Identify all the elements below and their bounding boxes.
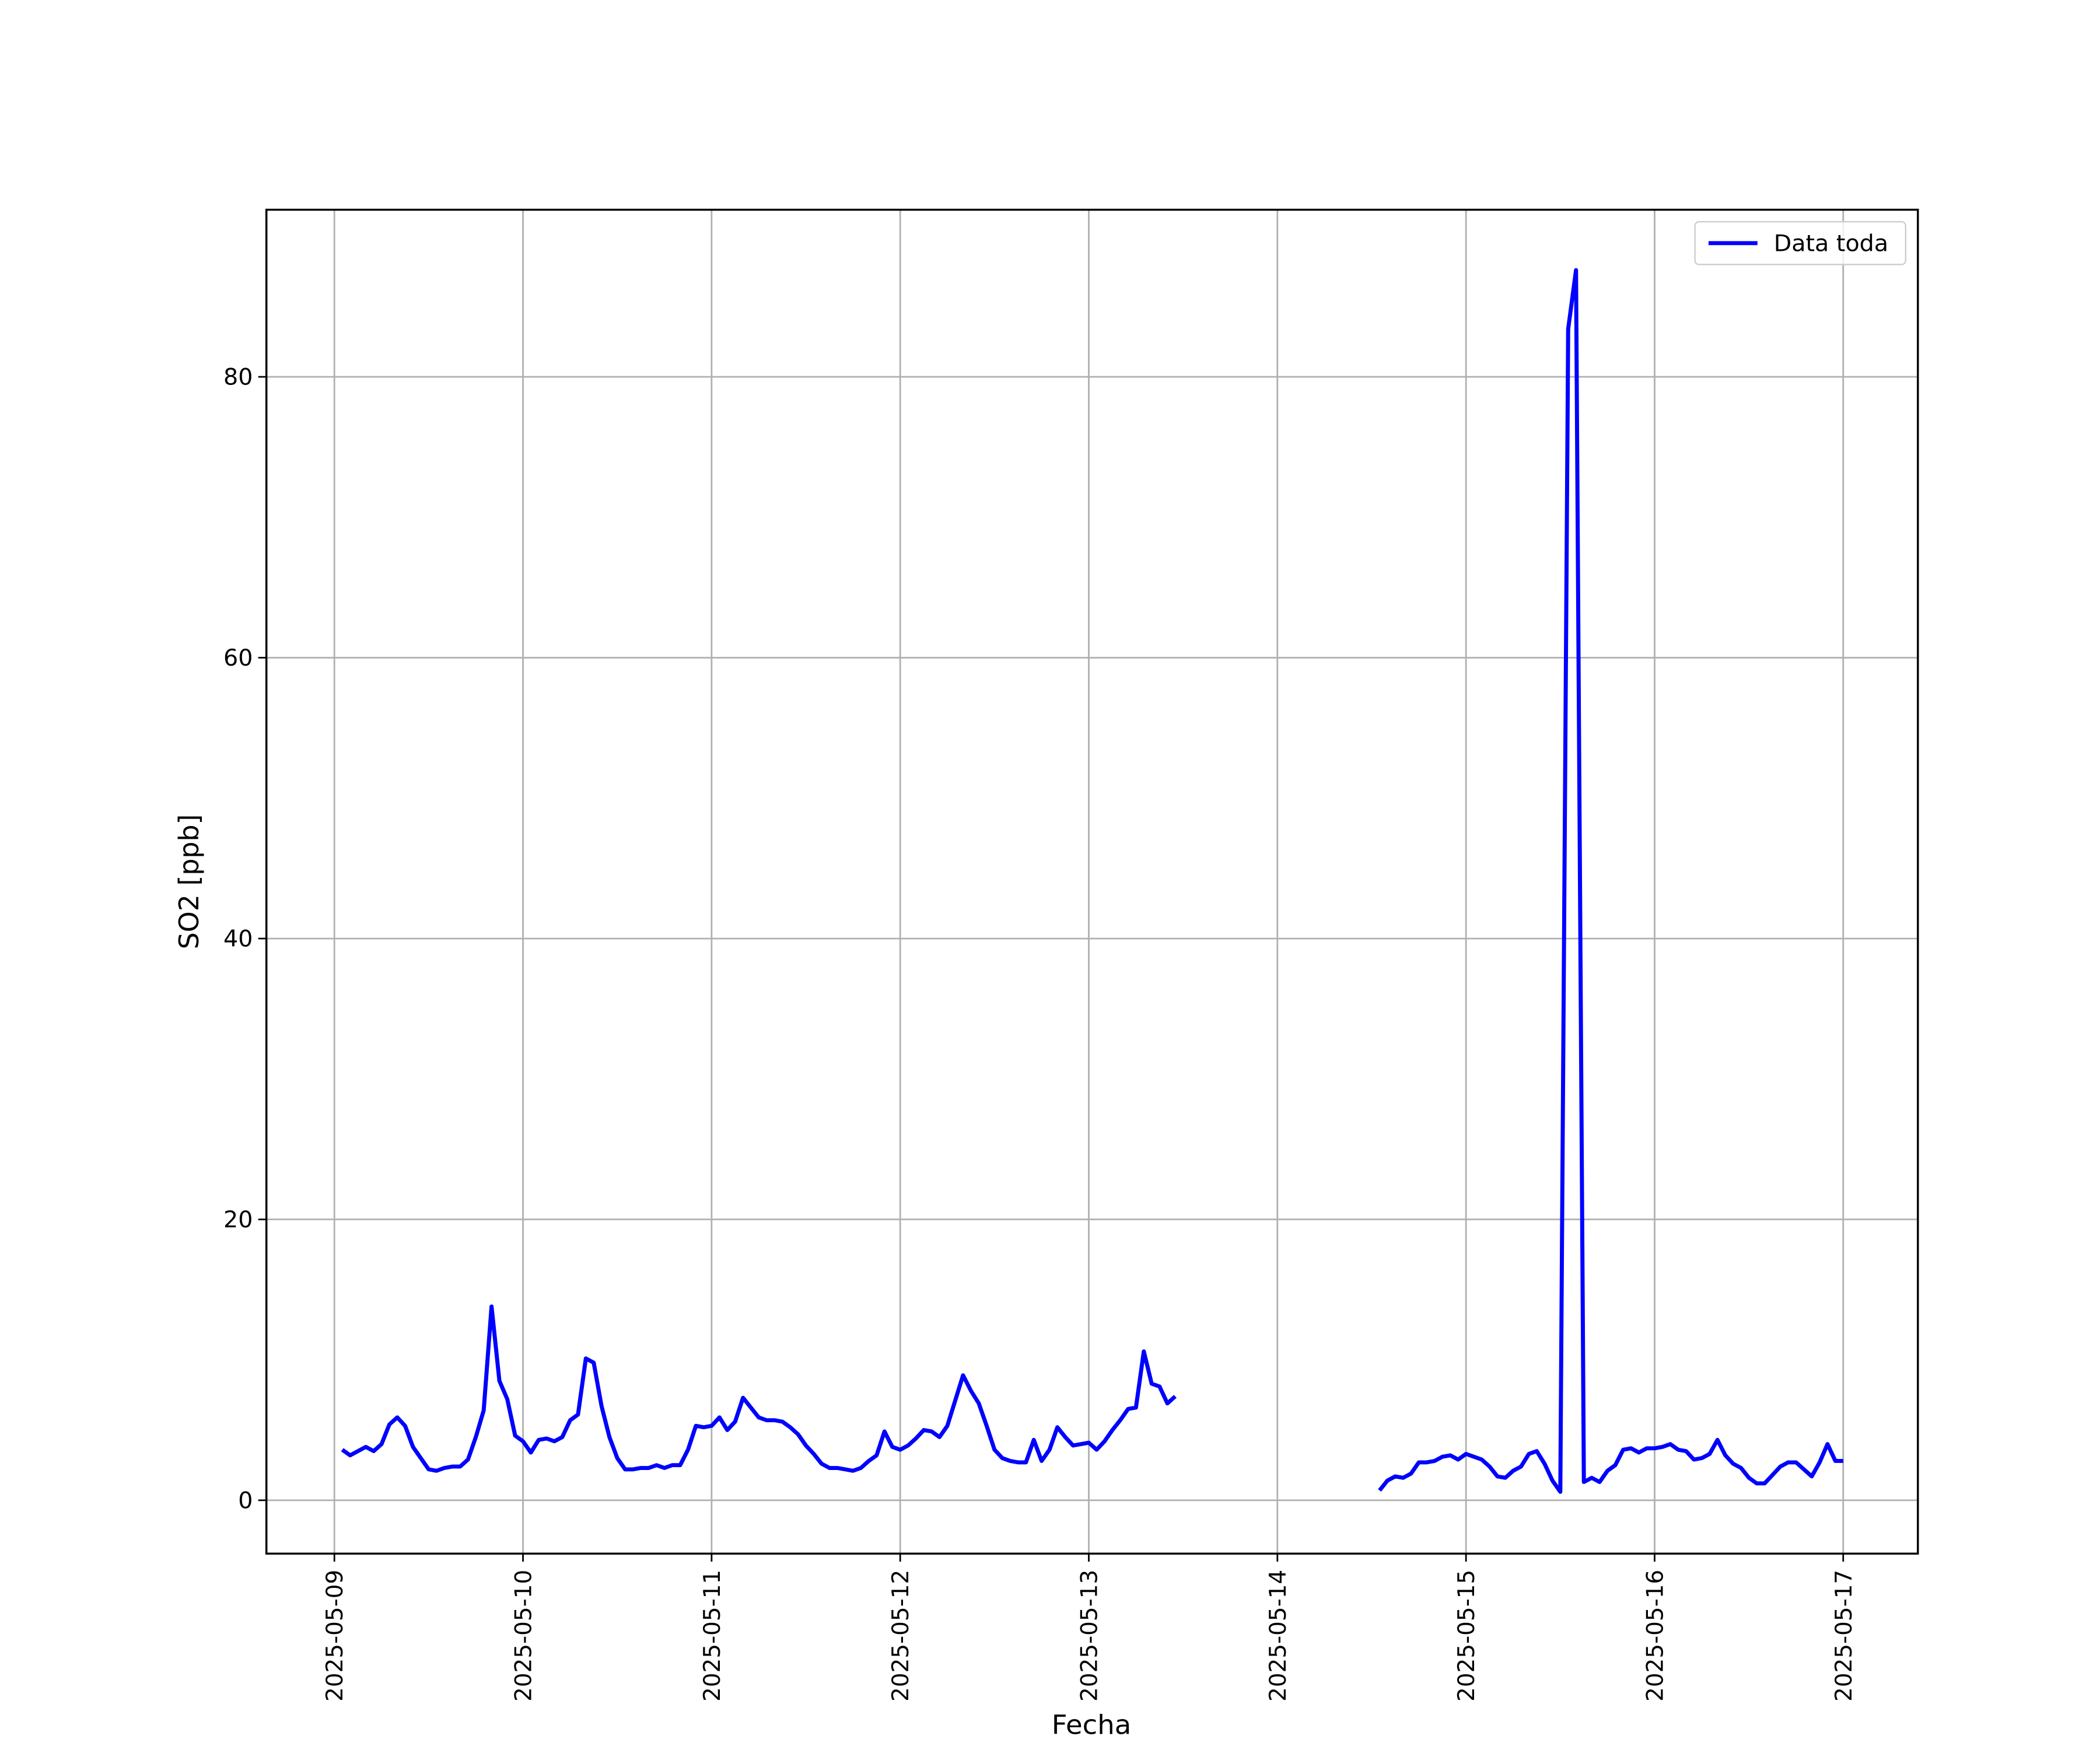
legend-label: Data toda (1774, 231, 1888, 257)
x-axis-label: Fecha (1052, 1709, 1132, 1741)
plot-frame (265, 208, 1919, 1555)
y-tick-label: 60 (223, 646, 253, 672)
data-line (341, 268, 1843, 1494)
x-tick-label: 2025-05-11 (699, 1570, 726, 1702)
y-tick-label: 80 (223, 365, 253, 391)
x-tick-label: 2025-05-15 (1454, 1570, 1480, 1702)
x-tick-label: 2025-05-13 (1076, 1570, 1102, 1702)
x-tick-label: 2025-05-10 (510, 1570, 537, 1702)
y-tick-label: 20 (223, 1207, 253, 1233)
legend-box (1694, 221, 1906, 265)
x-tick-label: 2025-05-14 (1265, 1570, 1292, 1702)
x-tick-label: 2025-05-12 (888, 1570, 914, 1702)
x-tick-label: 2025-05-17 (1831, 1570, 1857, 1702)
y-axis-label: SO2 [ppb] (173, 814, 205, 950)
y-tick-label: 0 (238, 1488, 253, 1514)
x-tick-label: 2025-05-16 (1642, 1570, 1668, 1702)
y-tick-label: 40 (223, 926, 253, 953)
x-tick-label: 2025-05-09 (322, 1570, 348, 1702)
